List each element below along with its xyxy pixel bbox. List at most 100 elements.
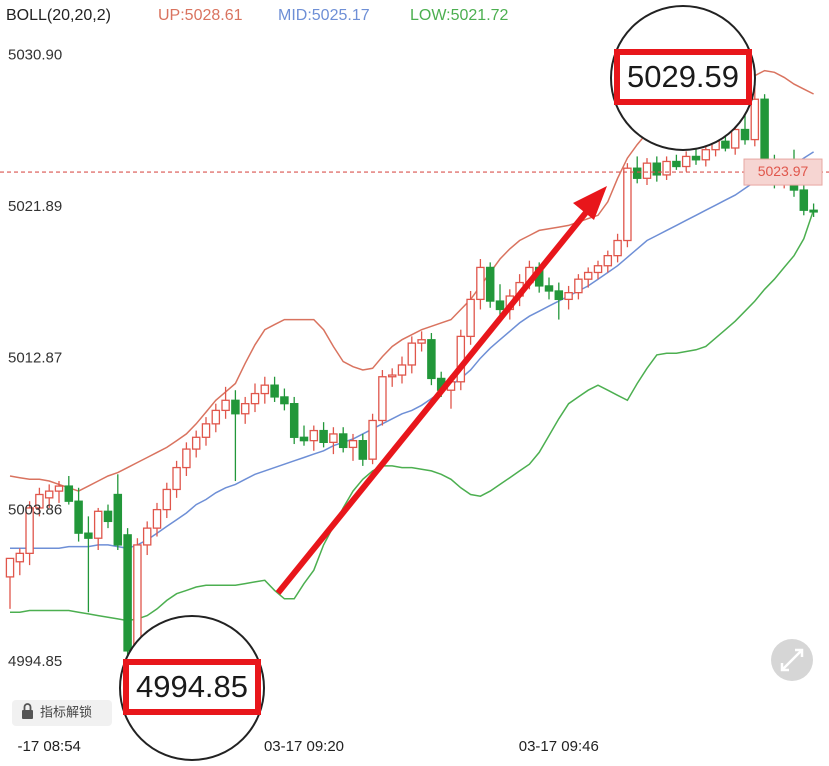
y-tick-label: 5030.90 [8, 46, 62, 63]
legend-entry: UP:5028.61 [158, 7, 243, 24]
candle-body [231, 399, 240, 415]
candle-body [632, 167, 642, 179]
candle-body [495, 300, 505, 311]
candle-body [397, 364, 407, 376]
magnifier [610, 5, 756, 151]
x-tick-label: -17 08:54 [18, 738, 81, 755]
indicator-name: BOLL(20,20,2) [6, 7, 111, 24]
legend-entry: MID:5025.17 [278, 7, 370, 24]
candle-body [5, 557, 15, 578]
callout-value: 4994.85 [136, 669, 248, 704]
candle-body [368, 419, 377, 460]
candles [5, 77, 818, 662]
candle-body [142, 527, 152, 546]
candle-body [191, 436, 201, 450]
candle-body [358, 440, 368, 460]
callout-value: 5029.59 [627, 59, 739, 94]
candle-body [54, 485, 64, 492]
candle-body [583, 271, 593, 280]
candle-body [662, 160, 671, 176]
candle-body [691, 155, 701, 161]
unlock-bg[interactable] [12, 700, 112, 726]
last-price-label: 5023.97 [758, 163, 809, 179]
candle-body [799, 189, 809, 211]
candle-body [280, 396, 289, 405]
candle-body [593, 265, 603, 274]
candle-body [378, 376, 387, 422]
candle-body [201, 423, 211, 438]
candle-body [93, 510, 103, 539]
candle-body [623, 167, 632, 242]
candle-body [84, 532, 93, 539]
unlock-label[interactable]: 指标解锁 [40, 704, 92, 719]
y-tick-label: 5012.87 [8, 350, 62, 367]
candle-body [730, 128, 740, 149]
candle-body [554, 290, 564, 301]
highlight-box [123, 659, 261, 715]
candle-body [319, 429, 328, 443]
candle-body [123, 534, 132, 652]
candle-body [672, 160, 681, 168]
candle-body [701, 149, 711, 161]
candle-body [603, 255, 613, 267]
candle-body [15, 552, 25, 563]
candle-body [721, 140, 730, 149]
candle-body [113, 493, 123, 546]
trend-arrow [275, 208, 591, 595]
candle-body [750, 98, 760, 141]
expand-button[interactable] [771, 639, 813, 681]
x-tick-label: 03-17 09:20 [264, 738, 344, 755]
expand-glyph[interactable] [780, 648, 804, 672]
candle-body [642, 162, 652, 179]
candle-body [162, 488, 172, 511]
band-line [10, 209, 815, 622]
candle-body [64, 485, 74, 502]
candle-body [760, 98, 769, 164]
candle-body [270, 384, 279, 398]
candle-body [574, 278, 583, 294]
candle-body [240, 403, 250, 415]
candle-body [466, 298, 475, 338]
candle-body [485, 266, 495, 302]
candle-body [809, 209, 818, 213]
overlays: 5023.97 5029.59 4994.85 [0, 5, 829, 761]
candle-body [25, 507, 34, 555]
legend-entry: LOW:5021.72 [410, 7, 509, 24]
candle-body [289, 403, 299, 438]
candle-body [387, 374, 397, 378]
indicator-header: BOLL(20,20,2) [6, 7, 111, 24]
candle-body [260, 384, 270, 395]
candle-body [417, 339, 426, 344]
candle-body [221, 399, 230, 412]
candle-body [564, 292, 573, 301]
candle-body [250, 392, 260, 405]
candle-body [172, 466, 181, 491]
y-tick-label: 5003.86 [8, 501, 62, 518]
candle-body [407, 342, 417, 366]
candle-body [35, 493, 44, 509]
candle-body [681, 155, 691, 168]
candle-body [74, 500, 83, 534]
candle-body [427, 339, 436, 380]
candle-body [613, 239, 622, 257]
candle-body [211, 409, 221, 425]
highlight-box [614, 49, 752, 105]
candle-body [133, 544, 142, 652]
lock-icon[interactable] [22, 710, 33, 719]
candle-body [299, 436, 309, 442]
candle-body [103, 510, 113, 523]
unlock-button[interactable]: 指标解锁 [12, 700, 112, 726]
magnifier [119, 615, 265, 761]
y-tick-label: 4994.85 [8, 653, 62, 670]
candle-body [152, 508, 162, 529]
x-tick-label: 03-17 09:46 [519, 738, 599, 755]
candle-body [309, 429, 319, 442]
lock-shackle[interactable] [23, 703, 32, 710]
candle-body [338, 433, 348, 449]
candle-body [476, 266, 485, 301]
candle-body [652, 162, 662, 176]
candle-body [182, 448, 191, 469]
candle-body [329, 433, 338, 443]
last-price-box [743, 158, 823, 186]
